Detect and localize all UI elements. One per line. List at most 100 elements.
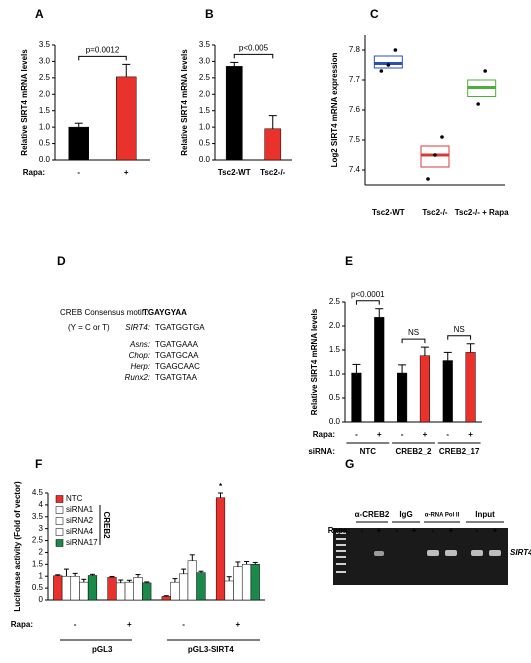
x-tick-label: + <box>468 430 473 439</box>
gene-sequence: TGATGTAA <box>155 373 198 382</box>
y-axis-label: Relative SIRT4 mRNA levels <box>310 308 319 415</box>
y-axis-label: Relative SIRT4 mRNA levels <box>20 49 29 156</box>
legend-label: siRNA4 <box>66 527 94 536</box>
panel-letter: A <box>35 7 44 21</box>
x-tick-label: + <box>377 430 382 439</box>
y-tick-label: 1.0 <box>199 122 211 131</box>
gene-name: Chop: <box>129 351 150 360</box>
legend-swatch <box>55 528 64 536</box>
y-tick-label: 1.0 <box>39 122 51 131</box>
gene-sequence: TGAGCAAC <box>155 362 200 371</box>
x-tick-label: - <box>77 168 80 177</box>
bar <box>374 317 385 423</box>
bar <box>241 564 252 601</box>
y-tick-label: 0.5 <box>39 139 51 148</box>
y-tick-label: 7.7 <box>349 75 361 84</box>
lane-label: - <box>476 526 479 535</box>
significance-label: NS <box>408 328 419 337</box>
y-tick-label: 1.5 <box>39 106 51 115</box>
y-tick-label: 1.5 <box>32 559 44 568</box>
point <box>483 69 487 73</box>
bar <box>53 575 63 601</box>
significance-label: p<0.0001 <box>351 290 385 299</box>
gene-label: SIRT4 <box>510 548 531 557</box>
bar <box>170 581 180 601</box>
point <box>476 102 480 106</box>
y-tick-label: 3.5 <box>39 40 51 49</box>
y-tick-label: 3.0 <box>39 57 51 66</box>
panel-letter: G <box>345 457 354 471</box>
x-tick-label: + <box>124 168 129 177</box>
group-label: CREB2_17 <box>439 447 480 456</box>
bar <box>442 360 453 423</box>
y-tick-label: 1 <box>39 571 44 580</box>
significance-label: p=0.0012 <box>86 45 120 54</box>
y-tick-label: 0.0 <box>39 155 51 164</box>
y-tick-label: 3.5 <box>199 40 211 49</box>
x-tick-label: - <box>446 430 449 439</box>
lane-label: + <box>377 526 382 535</box>
legend-label: siRNA17 <box>66 538 98 547</box>
y-tick-label: 3.5 <box>32 512 44 521</box>
panel-letter: F <box>35 457 42 471</box>
panel-letter: D <box>57 254 66 268</box>
x-tick-label: - <box>355 430 358 439</box>
lane-label: + <box>449 526 454 535</box>
lane-label: + <box>493 526 498 535</box>
bar <box>351 372 362 423</box>
group-label: CREB2_2 <box>395 447 432 456</box>
ladder <box>336 532 346 573</box>
motif-note: (Y = C or T) <box>68 323 110 332</box>
y-tick-label: 0.5 <box>32 583 44 592</box>
legend-swatch <box>55 539 64 547</box>
x-tick-label: + <box>423 430 428 439</box>
x-tick-label: Tsc2-/- <box>422 208 448 217</box>
gene-name: SIRT4: <box>125 323 150 332</box>
gene-sequence: TGATGAAA <box>155 340 199 349</box>
y-tick-label: 2.0 <box>329 321 341 330</box>
bar <box>179 573 189 601</box>
motif-label: CREB Consensus motif : <box>60 308 148 317</box>
gene-name: Asns: <box>129 340 150 349</box>
y-tick-label: 0.5 <box>199 139 211 148</box>
y-axis-label: Relative SIRT4 mRNA levels <box>180 49 189 156</box>
gel-panel <box>333 521 508 585</box>
point <box>379 69 384 73</box>
y-tick-label: 1.5 <box>329 345 341 354</box>
x-tick-label: - <box>74 620 77 629</box>
bar <box>250 564 260 601</box>
motif: TGAYGYAA <box>143 308 187 317</box>
lane-label: - <box>432 526 435 535</box>
bar <box>187 560 197 601</box>
panel-letter: C <box>370 7 379 21</box>
lane-label: - <box>396 526 399 535</box>
y-tick-label: 4 <box>39 500 44 509</box>
bar <box>116 76 137 161</box>
bar <box>196 572 206 601</box>
bar <box>233 566 243 601</box>
significance-bracket <box>78 55 127 61</box>
bar <box>224 580 234 601</box>
y-tick-label: 7.5 <box>349 135 361 144</box>
panel-letter: B <box>205 7 214 21</box>
bar <box>215 497 226 601</box>
antibody-label: α-RNA Pol II <box>425 513 460 519</box>
gene-sequence: TGATGCAA <box>155 351 199 360</box>
x-tick-label: - <box>182 620 185 629</box>
antibody-label: α-CREB2 <box>355 510 390 519</box>
significance-bracket <box>401 338 426 344</box>
bar <box>264 128 282 161</box>
y-tick-label: 2.0 <box>199 89 211 98</box>
lane-label: - <box>361 526 364 535</box>
x-tick-label: Tsc2-/- <box>260 168 286 177</box>
y-tick-label: 2.5 <box>32 536 44 545</box>
lane-label: + <box>412 526 417 535</box>
row-label: Rapa: <box>328 526 350 535</box>
motif-panel: CREB Consensus motif : TGAYGYAA (Y = C o… <box>60 308 187 332</box>
bar <box>70 575 80 601</box>
point <box>386 63 391 67</box>
group-label: pGL3-SIRT4 <box>188 645 234 654</box>
point <box>433 153 437 157</box>
bar <box>465 352 476 423</box>
